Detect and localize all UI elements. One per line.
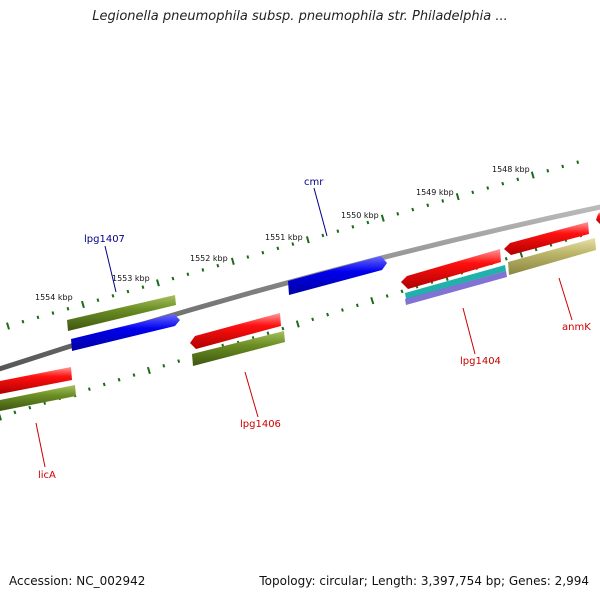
kbp-label: 1549 kbp: [416, 188, 454, 197]
minor-tick: [546, 168, 550, 173]
gene-label-licA[interactable]: licA: [38, 470, 56, 481]
major-tick: [156, 279, 160, 287]
minor-tick: [246, 255, 250, 259]
leader-line: [104, 245, 117, 293]
map-title: Legionella pneumophila subsp. pneumophil…: [92, 9, 508, 24]
kbp-label: 1550 kbp: [341, 211, 379, 220]
minor-tick: [28, 405, 32, 410]
minor-tick: [534, 247, 538, 252]
major-tick: [370, 297, 375, 305]
gene-label-anmK[interactable]: anmK: [562, 322, 591, 333]
accession-info: Accession: NC_002942: [9, 574, 146, 588]
major-tick: [455, 193, 460, 201]
minor-tick: [400, 289, 404, 294]
major-tick: [0, 413, 2, 421]
minor-tick: [486, 186, 490, 190]
minor-tick: [441, 199, 445, 203]
kbp-label: 1553 kbp: [112, 274, 150, 283]
minor-tick: [66, 306, 70, 311]
minor-tick: [426, 203, 430, 208]
minor-tick: [351, 225, 355, 229]
minor-tick: [216, 263, 220, 268]
gene-label-cmr[interactable]: cmr: [304, 177, 324, 188]
minor-tick: [111, 294, 115, 298]
gene-feature[interactable]: [71, 314, 180, 351]
major-tick: [380, 214, 385, 222]
minor-tick: [132, 373, 136, 377]
minor-tick: [266, 331, 270, 336]
leader-line: [558, 277, 573, 321]
gene-feature[interactable]: [67, 295, 176, 331]
minor-tick: [396, 212, 400, 216]
gene-feature[interactable]: [288, 256, 387, 295]
minor-tick: [516, 177, 520, 182]
gene-label-lpg1406[interactable]: lpg1406: [240, 419, 281, 430]
minor-tick: [141, 285, 145, 289]
kbp-label: 1551 kbp: [265, 233, 303, 242]
minor-tick: [326, 312, 330, 317]
major-tick: [81, 300, 85, 309]
major-tick: [530, 171, 535, 179]
minor-tick: [162, 363, 166, 368]
major-tick: [305, 236, 310, 244]
minor-tick: [261, 250, 265, 255]
minor-tick: [576, 160, 580, 164]
minor-tick: [561, 164, 565, 169]
minor-tick: [96, 298, 100, 302]
gene-feature[interactable]: [596, 212, 600, 224]
gene-feature[interactable]: [405, 265, 507, 305]
minor-tick: [471, 190, 475, 195]
gene-feature[interactable]: [0, 385, 76, 411]
minor-tick: [51, 311, 55, 315]
gene-feature[interactable]: [190, 313, 281, 349]
minor-tick: [171, 276, 175, 281]
minor-tick: [355, 303, 359, 308]
minor-tick: [504, 257, 508, 261]
gene-label-lpg1407[interactable]: lpg1407: [84, 234, 125, 245]
minor-tick: [13, 410, 17, 415]
minor-tick: [321, 233, 325, 238]
minor-tick: [102, 382, 106, 387]
minor-tick: [276, 246, 280, 251]
minor-tick: [201, 268, 205, 272]
leader-line: [244, 371, 259, 418]
minor-tick: [501, 181, 505, 186]
major-tick: [6, 322, 10, 330]
minor-tick: [87, 387, 91, 391]
minor-tick: [411, 207, 415, 212]
gene-feature[interactable]: [504, 222, 589, 255]
gene-feature[interactable]: [401, 249, 501, 289]
major-tick: [146, 366, 151, 375]
minor-tick: [291, 242, 295, 246]
gene-feature[interactable]: [192, 331, 285, 366]
minor-tick: [341, 308, 344, 312]
minor-tick: [385, 294, 389, 298]
outer-tick-track: [6, 160, 580, 330]
minor-tick: [177, 359, 181, 364]
leader-line: [462, 307, 476, 355]
kbp-label: 1548 kbp: [492, 165, 530, 174]
leader-line: [313, 187, 328, 237]
kbp-label: 1552 kbp: [190, 254, 228, 263]
topology-info: Topology: circular; Length: 3,397,754 bp…: [259, 574, 589, 588]
minor-tick: [126, 289, 130, 294]
minor-tick: [21, 319, 25, 324]
minor-tick: [336, 229, 340, 233]
major-tick: [230, 257, 235, 265]
gene-label-lpg1404[interactable]: lpg1404: [460, 356, 501, 367]
kbp-label: 1554 kbp: [35, 293, 73, 302]
minor-tick: [311, 317, 315, 322]
minor-tick: [186, 272, 190, 277]
leader-line: [35, 422, 46, 468]
gene-feature[interactable]: [0, 367, 72, 394]
minor-tick: [366, 220, 370, 225]
minor-tick: [117, 377, 121, 382]
gene-feature[interactable]: [508, 238, 596, 275]
major-tick: [295, 320, 300, 328]
minor-tick: [36, 315, 40, 320]
minor-tick: [281, 326, 285, 331]
